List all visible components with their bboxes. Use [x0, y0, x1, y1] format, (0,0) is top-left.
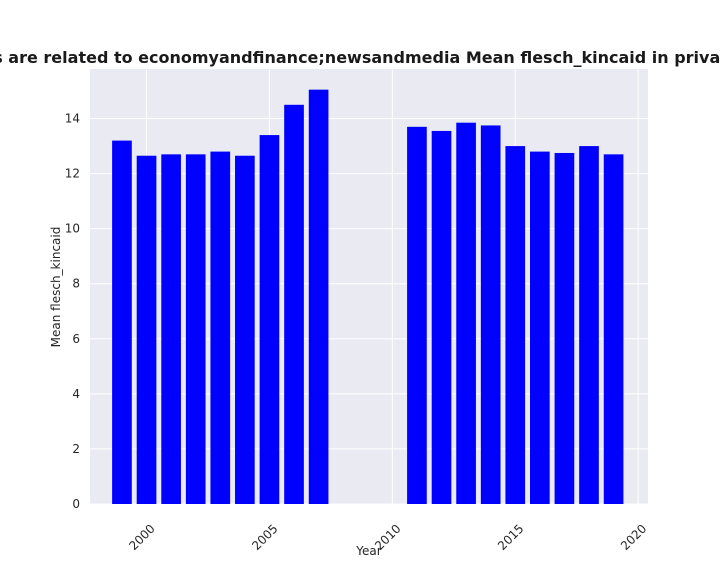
y-tick-label: 12: [65, 167, 80, 181]
x-tick-label: 2020: [618, 522, 649, 553]
y-axis-label: Mean flesch_kincaid: [49, 227, 63, 348]
bar-2014: [480, 125, 501, 504]
y-tick-labels: 0 2 4 6 8 10 12 14: [65, 112, 80, 511]
x-tick-label: 2005: [249, 522, 280, 553]
y-tick-label: 10: [65, 222, 80, 236]
x-tick-labels: 2000 2005 2010 2015 2020: [126, 522, 649, 553]
bar-2004: [235, 155, 255, 505]
bar-2012: [431, 130, 452, 504]
x-axis-label: Year: [355, 544, 381, 558]
chart-title: Categories are related to economyandfina…: [0, 48, 720, 67]
x-tick-label: 2015: [495, 522, 526, 553]
y-tick-label: 8: [72, 277, 80, 291]
y-tick-label: 4: [72, 387, 80, 401]
bar-2002: [185, 154, 206, 505]
bar-2011: [407, 126, 427, 504]
y-tick-label: 0: [72, 497, 80, 511]
bar-2016: [530, 151, 550, 504]
bar-2017: [554, 152, 575, 505]
bar-2007: [308, 89, 329, 504]
bar-2015: [505, 146, 526, 504]
bar-2013: [456, 122, 476, 504]
bar-2018: [579, 146, 599, 504]
bars: [112, 89, 624, 505]
y-tick-label: 6: [72, 332, 80, 346]
bar-2003: [210, 151, 231, 504]
x-tick-label: 2000: [126, 522, 157, 553]
bar-2019: [603, 154, 624, 505]
bar-2001: [161, 154, 181, 505]
y-tick-label: 2: [72, 442, 80, 456]
y-tick-label: 14: [65, 112, 80, 126]
bar-2006: [284, 104, 304, 504]
bar-1999: [112, 140, 132, 504]
bar-2005: [259, 135, 280, 505]
bar-2000: [136, 155, 157, 505]
